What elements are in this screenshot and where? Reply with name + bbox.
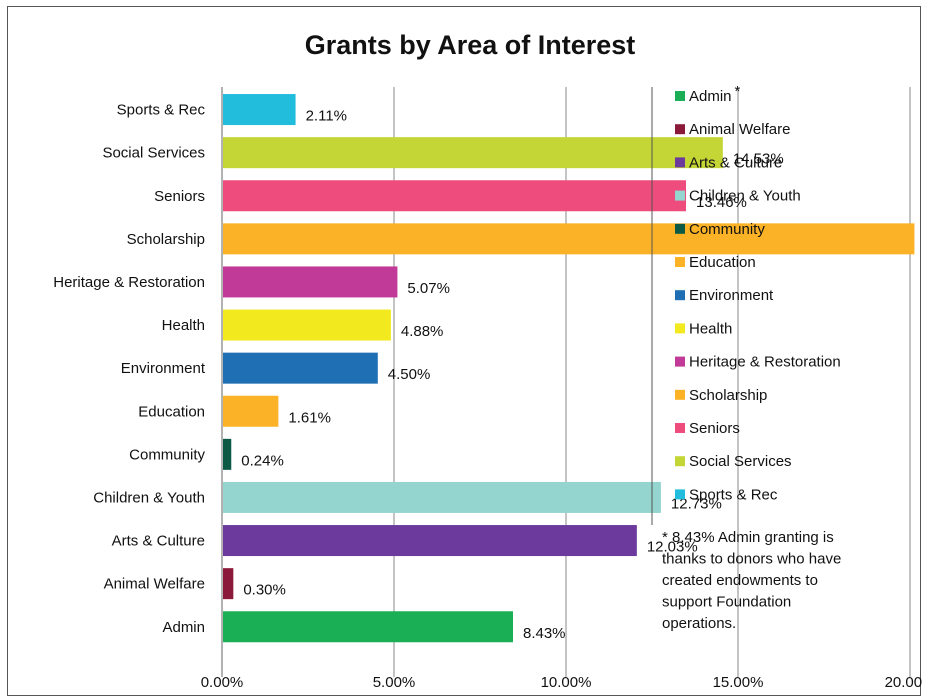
legend-swatch bbox=[675, 489, 685, 500]
footnote-line: operations. bbox=[662, 615, 736, 632]
bar bbox=[223, 266, 398, 298]
category-label: Arts & Culture bbox=[112, 533, 205, 550]
bar bbox=[223, 395, 279, 427]
legend-label: Education bbox=[689, 254, 756, 271]
data-label: 2.11% bbox=[306, 108, 347, 125]
category-label: Social Services bbox=[102, 145, 205, 162]
legend-swatch bbox=[675, 190, 685, 201]
category-label: Animal Welfare bbox=[104, 576, 205, 593]
data-label: 4.88% bbox=[401, 323, 444, 340]
chart-frame: Grants by Area of Interest Admin Animal W… bbox=[7, 6, 922, 696]
data-label: 14.53% bbox=[733, 151, 784, 168]
legend-swatch bbox=[675, 290, 685, 301]
category-labels: Admin Animal Welfare Arts & Culture Childre… bbox=[53, 102, 206, 636]
bar bbox=[223, 611, 513, 643]
legend-label: Community bbox=[689, 221, 765, 238]
legend-label: Seniors bbox=[689, 420, 740, 437]
category-label: Children & Youth bbox=[93, 489, 205, 506]
legend-swatch bbox=[675, 389, 685, 400]
category-label: Community bbox=[129, 446, 205, 463]
legend-label: Social Services bbox=[689, 453, 792, 470]
x-tick-label: 0.00% bbox=[201, 674, 244, 691]
data-label: 12.73% bbox=[671, 495, 722, 512]
category-label: Education bbox=[138, 403, 205, 420]
footnote-line: support Foundation bbox=[662, 594, 791, 611]
legend-swatch bbox=[675, 223, 685, 234]
footnote-line: created endowments to bbox=[662, 572, 818, 589]
legend-label: Arts & Culture bbox=[689, 154, 782, 171]
legend-label: Animal Welfare bbox=[689, 121, 790, 138]
x-tick-label: 5.00% bbox=[373, 674, 416, 691]
data-label: 8.43% bbox=[523, 625, 566, 642]
legend-swatch bbox=[675, 157, 685, 168]
category-label: Heritage & Restoration bbox=[53, 274, 205, 291]
data-label: 4.50% bbox=[388, 366, 431, 383]
category-label: Health bbox=[162, 317, 205, 334]
bar bbox=[223, 180, 687, 212]
category-label: Admin bbox=[162, 619, 205, 636]
legend-swatch bbox=[675, 456, 685, 467]
x-tick-label: 10.00% bbox=[541, 674, 592, 691]
bar bbox=[223, 137, 723, 169]
legend-swatch bbox=[675, 257, 685, 267]
data-label: 5.07% bbox=[407, 280, 450, 297]
legend-label: Environment bbox=[689, 287, 774, 304]
legend-swatch bbox=[675, 91, 685, 101]
legend-swatch bbox=[675, 423, 685, 433]
category-label: Environment bbox=[121, 360, 206, 377]
category-label: Sports & Rec bbox=[117, 102, 206, 119]
legend-swatch bbox=[675, 356, 685, 367]
x-axis-ticks: 0.00%5.00%10.00%15.00%20.00%25.00% bbox=[201, 674, 922, 691]
bar bbox=[223, 481, 661, 513]
legend-admin-asterisk: * bbox=[735, 83, 741, 100]
footnote-line: * 8.43% Admin granting is bbox=[662, 529, 834, 546]
chart-svg: Grants by Area of Interest Admin Animal W… bbox=[53, 30, 922, 691]
footnote-line: thanks to donors who have bbox=[662, 551, 841, 568]
legend-swatch bbox=[675, 323, 685, 334]
legend-swatch bbox=[675, 124, 685, 135]
legend-label: Sports & Rec bbox=[689, 486, 778, 503]
bar bbox=[223, 94, 296, 126]
legend-label: Scholarship bbox=[689, 387, 767, 404]
category-label: Seniors bbox=[154, 188, 205, 205]
legend-label: Health bbox=[689, 320, 732, 337]
legend-label: Heritage & Restoration bbox=[689, 354, 841, 371]
bar bbox=[223, 309, 391, 341]
data-label: 12.03% bbox=[647, 539, 698, 556]
bar bbox=[223, 525, 637, 557]
bar bbox=[223, 568, 234, 600]
bar bbox=[223, 223, 915, 255]
data-label: 13.46% bbox=[696, 194, 747, 211]
data-label: 0.30% bbox=[243, 582, 286, 599]
data-label: 1.61% bbox=[288, 409, 331, 426]
bar-layer bbox=[223, 94, 915, 643]
data-label: 0.24% bbox=[241, 452, 284, 469]
footnote: * 8.43% Admin granting is thanks to donor… bbox=[662, 529, 841, 632]
bar bbox=[223, 352, 378, 384]
value-labels: 8.43% 0.30% 12.03% 12.73% 0.24% 1.61% 4.50% 4.8… bbox=[241, 108, 784, 642]
chart-title: Grants by Area of Interest bbox=[305, 30, 636, 60]
legend-label: Admin bbox=[689, 88, 732, 105]
x-tick-label: 15.00% bbox=[713, 674, 764, 691]
bar bbox=[223, 438, 232, 470]
legend-label: Children & Youth bbox=[689, 188, 801, 205]
legend: Admin * Animal Welfare Arts & Culture Childr… bbox=[675, 83, 841, 503]
category-label: Scholarship bbox=[127, 231, 205, 248]
x-tick-label: 20.00% bbox=[885, 674, 922, 691]
